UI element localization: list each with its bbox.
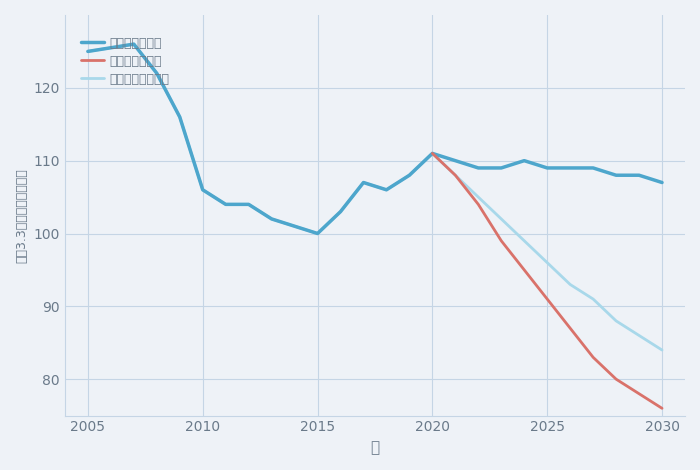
バッドシナリオ [635,391,643,397]
ノーマルシナリオ [267,216,276,222]
グッドシナリオ [543,165,552,171]
バッドシナリオ [658,406,666,411]
グッドシナリオ [405,172,414,178]
ノーマルシナリオ [336,209,344,214]
グッドシナリオ [244,202,253,207]
グッドシナリオ [153,70,161,76]
グッドシナリオ [130,41,138,47]
グッドシナリオ [290,223,299,229]
ノーマルシナリオ [589,296,597,302]
バッドシナリオ [589,354,597,360]
グッドシナリオ [382,187,391,193]
ノーマルシナリオ [359,180,368,185]
バッドシナリオ [474,202,482,207]
グッドシナリオ [520,158,528,164]
バッドシナリオ [497,238,505,243]
バッドシナリオ [612,376,620,382]
Legend: グッドシナリオ, バッドシナリオ, ノーマルシナリオ: グッドシナリオ, バッドシナリオ, ノーマルシナリオ [78,33,174,90]
ノーマルシナリオ [497,216,505,222]
ノーマルシナリオ [382,187,391,193]
Y-axis label: 平（3.3㎡）単価（万円）: 平（3.3㎡）単価（万円） [15,168,28,263]
バッドシナリオ [520,267,528,273]
ノーマルシナリオ [566,282,575,287]
ノーマルシナリオ [612,318,620,324]
バッドシナリオ [428,150,437,156]
Line: グッドシナリオ: グッドシナリオ [88,44,662,234]
ノーマルシナリオ [451,172,459,178]
グッドシナリオ [336,209,344,214]
グッドシナリオ [635,172,643,178]
ノーマルシナリオ [658,347,666,353]
ノーマルシナリオ [84,48,92,54]
グッドシナリオ [658,180,666,185]
グッドシナリオ [221,202,230,207]
ノーマルシナリオ [520,238,528,243]
ノーマルシナリオ [543,260,552,266]
グッドシナリオ [474,165,482,171]
グッドシナリオ [428,150,437,156]
グッドシナリオ [84,48,92,54]
グッドシナリオ [199,187,207,193]
ノーマルシナリオ [130,41,138,47]
ノーマルシナリオ [474,194,482,200]
Line: ノーマルシナリオ: ノーマルシナリオ [88,44,662,350]
ノーマルシナリオ [290,223,299,229]
バッドシナリオ [451,172,459,178]
グッドシナリオ [267,216,276,222]
X-axis label: 年: 年 [370,440,379,455]
グッドシナリオ [566,165,575,171]
グッドシナリオ [497,165,505,171]
バッドシナリオ [543,296,552,302]
ノーマルシナリオ [314,231,322,236]
グッドシナリオ [314,231,322,236]
グッドシナリオ [612,172,620,178]
ノーマルシナリオ [428,150,437,156]
グッドシナリオ [589,165,597,171]
ノーマルシナリオ [176,114,184,120]
バッドシナリオ [566,325,575,331]
Line: バッドシナリオ: バッドシナリオ [433,153,662,408]
グッドシナリオ [176,114,184,120]
グッドシナリオ [359,180,368,185]
ノーマルシナリオ [221,202,230,207]
ノーマルシナリオ [153,70,161,76]
ノーマルシナリオ [635,333,643,338]
ノーマルシナリオ [405,172,414,178]
ノーマルシナリオ [199,187,207,193]
ノーマルシナリオ [244,202,253,207]
グッドシナリオ [451,158,459,164]
